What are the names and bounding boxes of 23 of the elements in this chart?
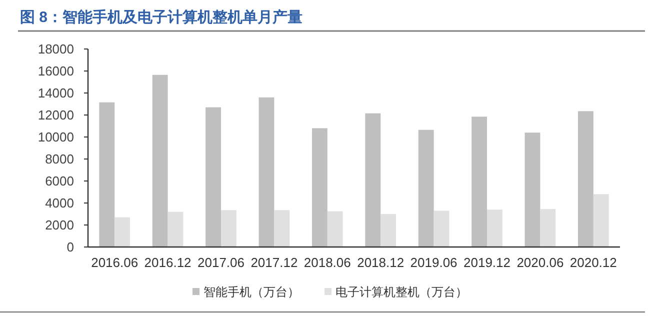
y-tick-label: 4000 bbox=[45, 196, 74, 210]
y-tick-label: 14000 bbox=[38, 86, 74, 100]
chart-title: 图 8：智能手机及电子计算机整机单月产量 bbox=[20, 9, 303, 26]
y-tick-label: 12000 bbox=[38, 108, 74, 122]
x-tick-label: 2019.06 bbox=[410, 255, 458, 270]
x-tick-label: 2018.12 bbox=[357, 255, 404, 270]
legend-label: 电子计算机整机（万台） bbox=[336, 285, 468, 299]
y-tick-label: 8000 bbox=[45, 152, 74, 166]
x-tick-label: 2016.12 bbox=[144, 255, 192, 270]
y-tick-label: 18000 bbox=[38, 42, 74, 56]
x-tick-label: 2017.12 bbox=[250, 255, 298, 270]
y-tick-label: 2000 bbox=[45, 218, 74, 232]
y-tick-label: 16000 bbox=[38, 64, 74, 78]
y-tick-label: 0 bbox=[66, 240, 74, 254]
x-tick-label: 2018.06 bbox=[304, 255, 351, 270]
legend-label: 智能手机（万台） bbox=[204, 285, 300, 299]
y-tick-label: 6000 bbox=[45, 174, 74, 188]
x-tick-label: 2017.06 bbox=[198, 255, 244, 270]
x-tick-label: 2016.06 bbox=[91, 255, 138, 270]
x-tick-label: 2020.12 bbox=[570, 255, 617, 270]
x-tick-label: 2020.06 bbox=[516, 255, 564, 270]
x-tick-label: 2019.12 bbox=[464, 255, 510, 270]
y-tick-label: 10000 bbox=[38, 130, 74, 144]
